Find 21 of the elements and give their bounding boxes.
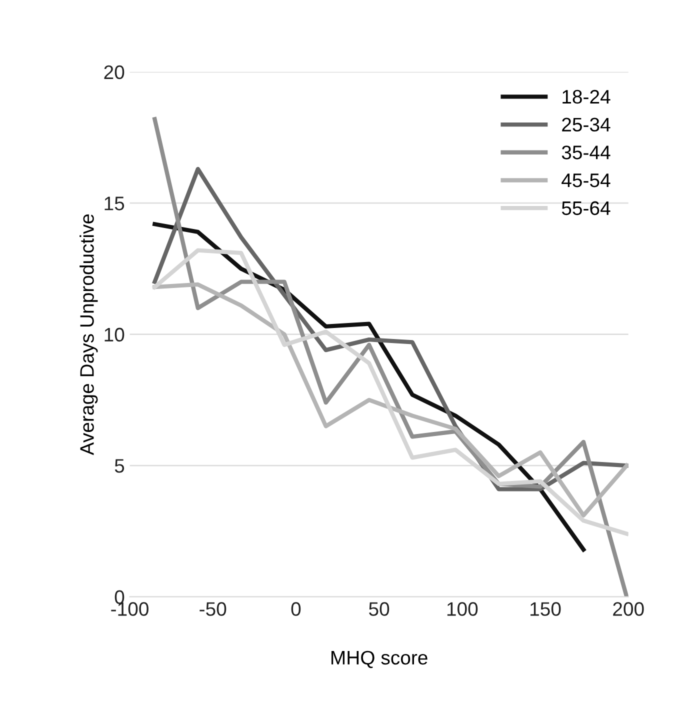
x-tick-label: 50 (369, 602, 390, 616)
x-tick-label: 0 (291, 602, 301, 616)
legend-label: 25-34 (562, 118, 610, 132)
legend-label: 45-54 (562, 174, 610, 188)
x-axis-title: MHQ score (332, 650, 428, 668)
line-series (152, 117, 628, 597)
line-series (152, 282, 628, 518)
y-tick-label: 15 (104, 196, 124, 210)
y-tick-label: 20 (104, 65, 124, 80)
legend-label: 55-64 (562, 201, 610, 216)
x-tick-label: 100 (447, 602, 478, 616)
x-tick-label: 200 (613, 602, 644, 616)
legend-label: 35-44 (562, 146, 610, 160)
x-tick-label: -100 (111, 602, 148, 616)
y-tick-label: 0 (114, 590, 124, 604)
legend-label: 18-24 (562, 90, 610, 104)
y-axis-title: Average Days Unproductive (80, 214, 98, 456)
y-tick-label: 5 (114, 459, 124, 473)
x-tick-label: 150 (530, 602, 561, 616)
x-tick-label: -50 (200, 602, 226, 616)
y-tick-label: 10 (104, 328, 124, 342)
